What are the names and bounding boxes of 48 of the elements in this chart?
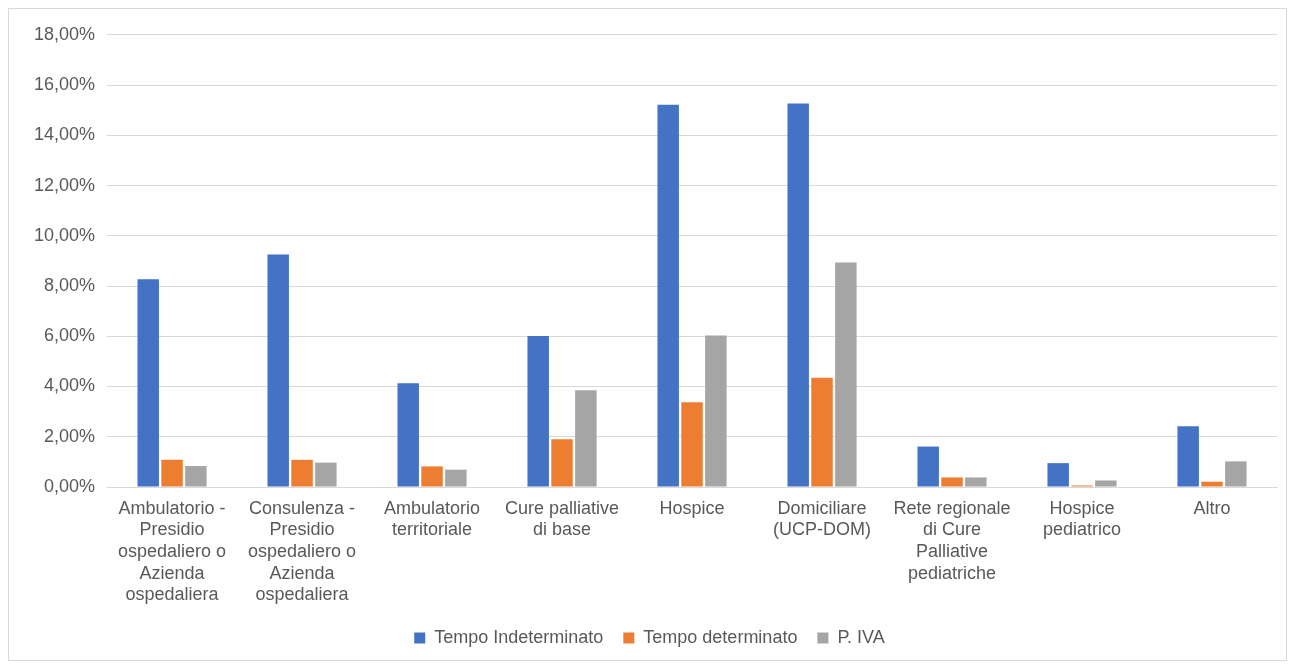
bar <box>835 262 857 487</box>
x-tick-label: Altro <box>1193 497 1231 518</box>
bar <box>445 469 467 487</box>
y-tick-label: 2,00% <box>44 425 96 446</box>
bar <box>397 383 419 487</box>
legend-label: Tempo Indeterminato <box>434 626 604 647</box>
x-tick-label: Ambulatorio territoriale <box>384 497 481 540</box>
bar <box>1177 426 1199 487</box>
bar <box>1201 481 1223 487</box>
bar <box>917 446 939 487</box>
y-tick-label: 18,00% <box>33 23 96 44</box>
y-tick-label: 8,00% <box>44 274 96 295</box>
bar <box>161 459 183 487</box>
bar <box>705 335 727 487</box>
bar <box>315 462 337 487</box>
y-tick-label: 16,00% <box>33 74 96 95</box>
legend-label: P. IVA <box>837 626 885 647</box>
x-tick-label: Rete regionale di Cure Palliative pediatriche <box>893 497 1011 583</box>
bar <box>811 377 833 487</box>
bar <box>657 104 679 487</box>
x-tick-label: Consulenza - Presidio ospedaliero o Azienda ospedaliera <box>247 497 357 605</box>
y-tick-label: 10,00% <box>33 224 96 245</box>
y-tick-label: 12,00% <box>33 174 96 195</box>
y-tick-label: 14,00% <box>33 124 96 145</box>
bar <box>965 477 987 487</box>
bar <box>575 390 597 487</box>
x-tick-label: Hospice pediatrico <box>1042 497 1122 540</box>
bar <box>787 103 809 487</box>
bar <box>1047 463 1069 487</box>
bar <box>421 466 443 487</box>
bar <box>681 402 703 487</box>
bar <box>1095 480 1117 487</box>
y-tick-label: 6,00% <box>44 325 96 346</box>
bar <box>1225 461 1247 487</box>
bar <box>185 465 207 487</box>
x-tick-label: Cure palliative di base <box>505 497 620 540</box>
x-tick-label: Domiciliare (UCP-DOM) <box>773 497 872 540</box>
x-tick-label: Ambulatorio - Presidio ospedaliero o Azienda ospedaliera <box>118 497 227 605</box>
bar <box>941 477 963 487</box>
x-tick-label: Hospice <box>659 497 725 518</box>
bar <box>267 254 289 487</box>
bar <box>137 279 159 487</box>
bar <box>291 459 313 487</box>
legend-label: Tempo determinato <box>643 626 798 647</box>
y-tick-label: 0,00% <box>44 475 96 496</box>
y-tick-label: 4,00% <box>44 375 96 396</box>
bar <box>527 336 549 487</box>
bar <box>551 439 573 487</box>
